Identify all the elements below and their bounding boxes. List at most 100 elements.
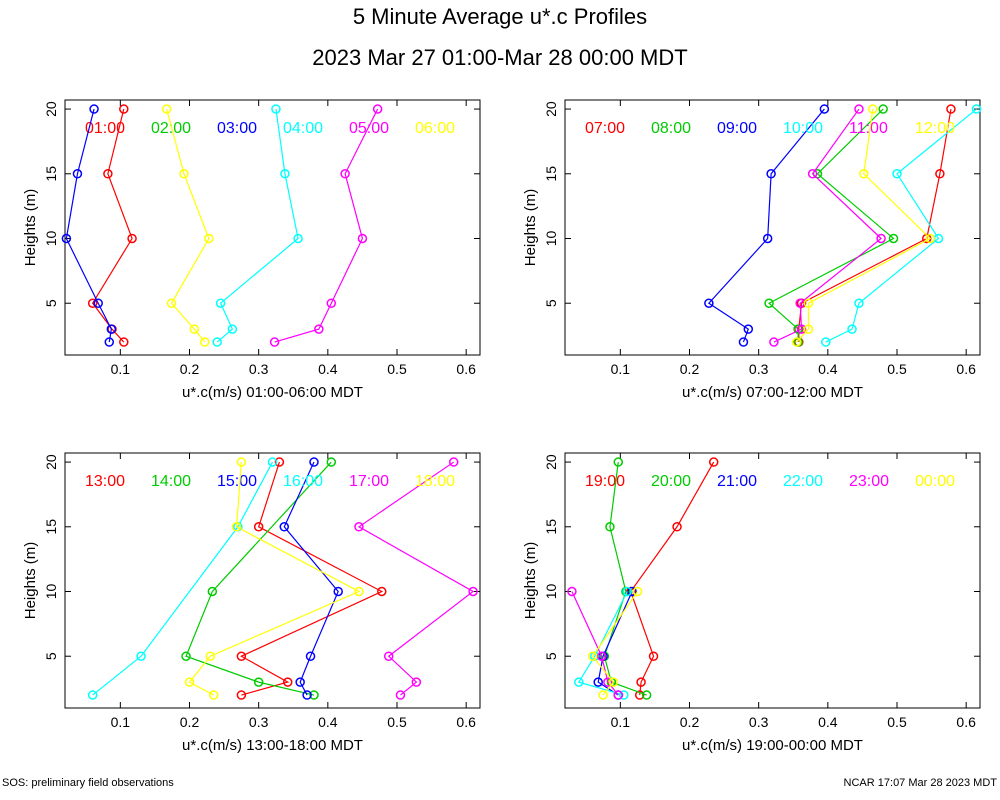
data-point (93, 298, 103, 308)
series-1700 (354, 457, 478, 700)
data-point (309, 690, 319, 700)
data-point (184, 677, 195, 687)
legend-label: 04:00 (283, 120, 323, 137)
data-point (603, 677, 613, 687)
data-point (641, 690, 652, 700)
data-point (854, 298, 864, 308)
y-axis-label: Heights (m) (22, 542, 39, 620)
data-point (236, 457, 247, 467)
legend-label: 05:00 (349, 120, 389, 137)
data-point (613, 690, 624, 700)
data-point (354, 586, 364, 597)
data-point (253, 522, 264, 532)
series-1400 (181, 457, 337, 700)
series-line (707, 108, 825, 343)
series-0100 (87, 104, 137, 347)
data-point (634, 690, 645, 700)
series-1300 (236, 457, 387, 700)
series-2300 (567, 586, 624, 700)
plot-frame (64, 452, 481, 709)
legend-label: 20:00 (651, 473, 691, 490)
series-line (630, 461, 715, 696)
y-tick-label: 15 (543, 166, 559, 182)
legend-label: 01:00 (85, 120, 125, 137)
data-point (803, 324, 814, 334)
data-point (708, 457, 719, 467)
data-point (208, 690, 219, 700)
data-point (791, 337, 802, 347)
series-line (796, 108, 932, 343)
legend-label: 07:00 (585, 120, 625, 137)
x-axis-label: u*.c(m/s) 13:00-18:00 MDT (182, 737, 363, 754)
legend-label: 23:00 (849, 473, 889, 490)
data-point (383, 651, 394, 661)
series-line (65, 108, 112, 343)
data-point (567, 586, 577, 597)
legend-label: 00:00 (915, 473, 955, 490)
data-point (179, 169, 189, 179)
series-line (825, 108, 977, 343)
x-axis-label: u*.c(m/s) 01:00-06:00 MDT (182, 384, 363, 401)
series-line (274, 108, 379, 343)
data-point (72, 169, 83, 179)
data-point (622, 586, 632, 597)
data-point (648, 651, 659, 661)
data-point (372, 104, 383, 114)
x-tick-label: 0.4 (818, 361, 838, 377)
x-tick-label: 0.5 (887, 714, 907, 730)
series-0300 (61, 104, 117, 347)
data-point (377, 586, 387, 597)
data-point (119, 337, 129, 347)
series-2200 (574, 586, 632, 700)
data-point (946, 104, 956, 114)
data-point (231, 522, 242, 532)
y-tick-label: 20 (43, 454, 59, 470)
data-point (605, 522, 615, 532)
data-point (205, 651, 215, 661)
y-tick-label: 5 (543, 299, 559, 307)
x-tick-label: 0.4 (318, 361, 338, 377)
legend-label: 03:00 (217, 120, 257, 137)
y-tick-label: 10 (543, 231, 559, 247)
x-tick-label: 0.1 (611, 714, 631, 730)
data-point (704, 298, 714, 308)
legend-label: 13:00 (85, 473, 125, 490)
data-point (878, 104, 888, 114)
data-point (632, 586, 643, 597)
data-point (448, 457, 459, 467)
data-point (295, 677, 305, 687)
x-tick-label: 0.1 (111, 361, 131, 377)
profile-panel-4: 0.1 0.2 0.3 0.4 0.5 0.6 5 10 15 20 u*.c(m/s) 19:00… (522, 452, 981, 754)
series-0500 (269, 104, 383, 347)
data-point (227, 324, 238, 334)
data-point (314, 324, 324, 334)
series-0900 (704, 104, 830, 347)
data-point (593, 677, 603, 687)
data-point (619, 690, 629, 700)
data-point (596, 651, 607, 661)
data-point (326, 298, 337, 308)
legend-label: 17:00 (349, 473, 389, 490)
legend-label: 18:00 (415, 473, 455, 490)
y-axis-label: Heights (m) (522, 189, 539, 267)
x-tick-label: 0.2 (180, 361, 200, 377)
series-0000 (587, 586, 643, 700)
legend-label: 22:00 (783, 473, 823, 490)
data-point (279, 522, 290, 532)
data-point (340, 169, 350, 179)
data-point (106, 324, 117, 334)
y-tick-label: 10 (543, 584, 559, 600)
data-point (764, 298, 774, 308)
data-point (271, 104, 281, 114)
y-tick-label: 10 (43, 231, 59, 247)
y-tick-label: 20 (43, 101, 59, 117)
series-0600 (161, 104, 214, 347)
profile-panel-3: 0.1 0.2 0.3 0.4 0.5 0.6 5 10 15 20 u*.c(m/s) 13:00… (22, 452, 481, 754)
data-point (236, 690, 247, 700)
y-tick-label: 5 (43, 652, 59, 660)
data-point (253, 677, 264, 687)
data-point (762, 233, 773, 244)
data-point (613, 457, 624, 467)
data-point (627, 586, 637, 597)
